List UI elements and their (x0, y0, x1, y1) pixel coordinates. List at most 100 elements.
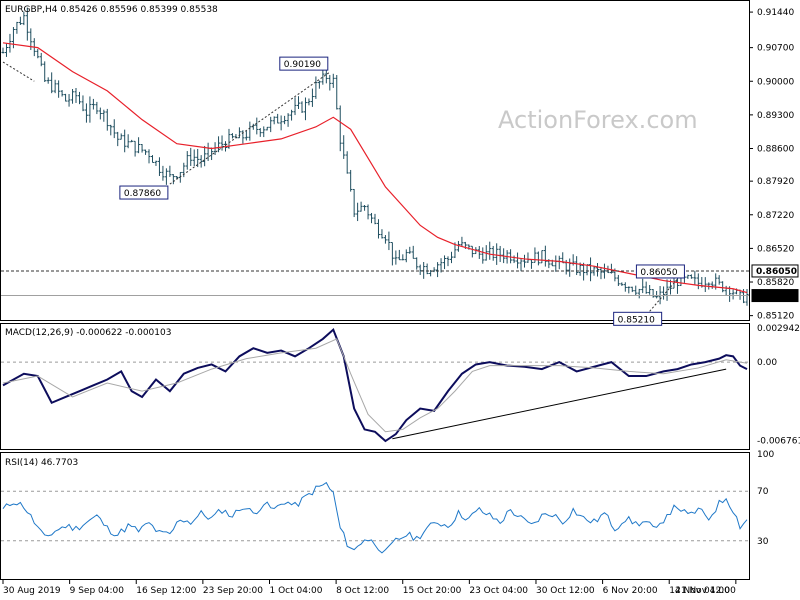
candle (376, 219, 380, 239)
candle (88, 96, 92, 123)
candle (126, 134, 130, 149)
x-tick-label: 16 Sep 12:00 (136, 586, 196, 596)
x-tick-label: 15 Oct 20:00 (403, 586, 462, 596)
candle (401, 254, 405, 261)
price-title: EURGBP,H4 0.85426 0.85596 0.85399 0.8553… (5, 5, 218, 15)
candle (408, 246, 412, 254)
x-tick-label: 30 Aug 2019 (3, 586, 61, 596)
candle (258, 128, 262, 137)
candle (536, 251, 540, 266)
candle (512, 255, 516, 264)
candle (74, 88, 78, 103)
candle (422, 262, 426, 279)
candle (300, 101, 304, 113)
macd-y-axis: 0.002942 0.00 -0.006761 (757, 324, 800, 447)
candle (293, 97, 297, 116)
candle (338, 105, 342, 152)
candle (130, 139, 134, 143)
candle (380, 229, 384, 239)
candle (11, 27, 15, 49)
candle (290, 109, 294, 121)
candle (488, 241, 492, 260)
candle (335, 75, 339, 110)
annotation-label: 0.87860 (124, 189, 161, 199)
price-level-tag-label: 0.86050 (756, 267, 797, 277)
candle (182, 162, 186, 178)
annotation-label: 0.85210 (618, 315, 655, 325)
watermark: ActionForex.com (498, 106, 698, 134)
price-y-tick-label: 0.87220 (757, 211, 794, 221)
rsi-title: RSI(14) 46.7703 (5, 458, 78, 468)
candle (554, 255, 558, 272)
candle (526, 252, 530, 263)
candle (98, 107, 102, 120)
candle (314, 76, 318, 99)
annotation-box (613, 311, 663, 326)
candle (150, 155, 154, 163)
candle (543, 245, 547, 267)
candle (116, 131, 120, 147)
candle (686, 274, 690, 279)
candle (4, 43, 8, 57)
macd-y-tick-label: 0.00 (757, 358, 777, 368)
candle (276, 113, 280, 124)
candle (189, 147, 193, 166)
candle (109, 124, 113, 136)
candle (602, 263, 606, 279)
macd-signal-line (2, 338, 748, 433)
candle (495, 243, 499, 265)
candle (196, 148, 200, 168)
macd-layer (1, 327, 749, 443)
candle (418, 264, 422, 275)
candle (123, 129, 127, 153)
candle (599, 266, 603, 280)
candle (91, 98, 95, 110)
candle (105, 108, 109, 131)
candle (710, 281, 714, 289)
candle (359, 201, 363, 212)
candle (57, 80, 61, 98)
candle (185, 151, 189, 170)
candle (133, 140, 137, 157)
candle (651, 289, 655, 298)
candle (648, 284, 652, 295)
x-tick-label: 21 Nov 12:00 (675, 586, 736, 596)
annotation-label: 0.86050 (640, 268, 677, 278)
candle (255, 117, 259, 135)
rsi-y-axis: 100 70 30 (757, 450, 774, 547)
x-tick-label: 23 Oct 04:00 (469, 586, 528, 596)
candle (203, 145, 207, 167)
candle (349, 169, 353, 192)
price-y-tick-label: 0.85820 (757, 278, 794, 288)
price-panel-frame (0, 0, 750, 321)
candle (540, 250, 544, 264)
candle (529, 259, 533, 269)
candle (575, 256, 579, 276)
candle (328, 75, 332, 91)
candle (644, 281, 648, 294)
candle (443, 255, 447, 270)
candle (404, 249, 408, 263)
candle (307, 98, 311, 106)
price-y-tick-label: 0.86520 (757, 244, 794, 254)
candle (446, 256, 450, 267)
candle (460, 236, 464, 247)
candle (491, 245, 495, 261)
price-candles (1, 7, 749, 306)
candle (157, 157, 161, 176)
price-level-tag (751, 264, 799, 278)
macd-trendline (392, 368, 727, 440)
price-annotations: 0.90190 0.87860 0.86050 0.85210 (119, 56, 685, 326)
candle (36, 48, 40, 59)
candle (50, 72, 54, 94)
candle (112, 119, 116, 139)
price-annotation: 0.85210 (613, 311, 663, 326)
candle (439, 258, 443, 273)
candle (39, 52, 43, 67)
candle (731, 289, 735, 300)
price-level-tag-label: 0.85538 (756, 292, 797, 302)
candle (665, 279, 669, 301)
price-level-tag (751, 289, 799, 303)
rsi-y-tick-label: 30 (757, 537, 769, 547)
macd-line (2, 327, 748, 443)
